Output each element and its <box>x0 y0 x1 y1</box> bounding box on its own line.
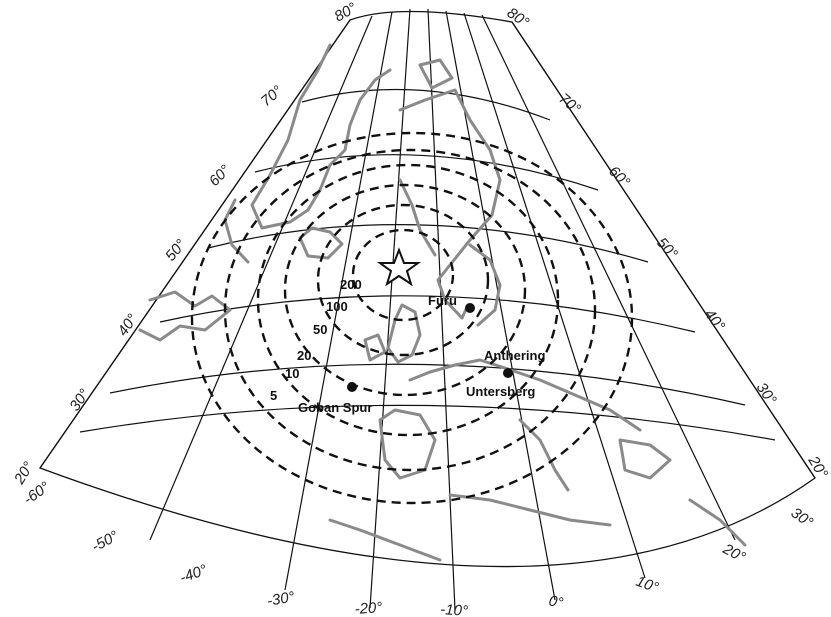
italy-coast <box>518 418 570 492</box>
ring-label-5: 5 <box>270 388 277 403</box>
svg-text:80°: 80° <box>504 4 532 31</box>
site-dot-anthering <box>503 368 513 378</box>
ring-100 <box>316 203 490 357</box>
distance-rings <box>190 131 634 505</box>
site-dot-furu <box>465 303 475 313</box>
site-label-goban-spur: Goban Spur <box>298 400 372 415</box>
svg-text:30°: 30° <box>66 386 93 414</box>
labrador-coast <box>138 290 232 342</box>
svg-text:50°: 50° <box>653 234 681 262</box>
ring-label-200: 200 <box>340 277 362 292</box>
site-dot-goban-spur <box>347 382 357 392</box>
svg-text:40°: 40° <box>701 306 728 334</box>
svg-text:30°: 30° <box>753 380 780 408</box>
svg-text:20°: 20° <box>804 452 831 481</box>
latitude-labels-right: 80° 70° 60° 50° 40° 30° 20° <box>504 4 831 481</box>
latitude-lines <box>79 88 776 441</box>
svg-text:40°: 40° <box>114 311 141 339</box>
ring-20 <box>256 163 560 437</box>
black-sea-coast <box>618 438 672 480</box>
ring-label-20: 20 <box>297 348 311 363</box>
norway-west-coast <box>398 178 437 257</box>
iceland-coast <box>298 226 344 260</box>
europe-coast <box>408 358 642 432</box>
svg-text:50°: 50° <box>162 236 190 264</box>
scandinavia-coast <box>398 88 502 320</box>
svg-text:-40°: -40° <box>178 561 210 586</box>
greenland-coast <box>250 43 392 230</box>
mediterranean-coast <box>448 493 612 527</box>
ireland-coast <box>363 333 387 362</box>
svg-text:-10°: -10° <box>440 601 469 617</box>
longitude-labels: -60° -50° -40° -30° -20° -10° 0° 10° 20°… <box>21 478 816 617</box>
svalbard-coast <box>418 58 454 90</box>
iberia-coast <box>378 408 437 480</box>
svg-text:80°: 80° <box>332 0 360 25</box>
svg-text:-30°: -30° <box>266 588 296 610</box>
svg-text:60°: 60° <box>605 163 633 191</box>
site-label-untersberg: Untersberg <box>466 384 535 399</box>
site-label-furu: Furu <box>428 293 457 308</box>
map-frame <box>38 10 816 568</box>
svg-text:10°: 10° <box>634 573 661 597</box>
coastlines <box>138 43 747 562</box>
svg-text:-50°: -50° <box>89 528 121 556</box>
greenland-west-coast <box>223 198 250 264</box>
site-label-anthering: Anthering <box>484 348 545 363</box>
svg-text:60°: 60° <box>206 162 234 190</box>
svg-text:70°: 70° <box>258 82 286 110</box>
british-isles-coast <box>386 303 422 364</box>
ring-label-10: 10 <box>285 366 299 381</box>
ring-5 <box>190 131 634 505</box>
svg-text:-20°: -20° <box>354 599 383 617</box>
ring-label-50: 50 <box>313 322 327 337</box>
ring-200 <box>351 228 455 322</box>
baltic-coast <box>468 243 502 327</box>
ring-label-100: 100 <box>326 299 348 314</box>
ring-50 <box>283 183 527 397</box>
svg-text:30°: 30° <box>788 504 816 531</box>
svg-text:0°: 0° <box>547 592 565 612</box>
africa-coast <box>328 518 442 562</box>
source-star-icon <box>376 247 422 287</box>
middle-east-coast <box>688 498 747 547</box>
svg-text:20°: 20° <box>10 459 37 488</box>
ring-10 <box>223 148 597 472</box>
